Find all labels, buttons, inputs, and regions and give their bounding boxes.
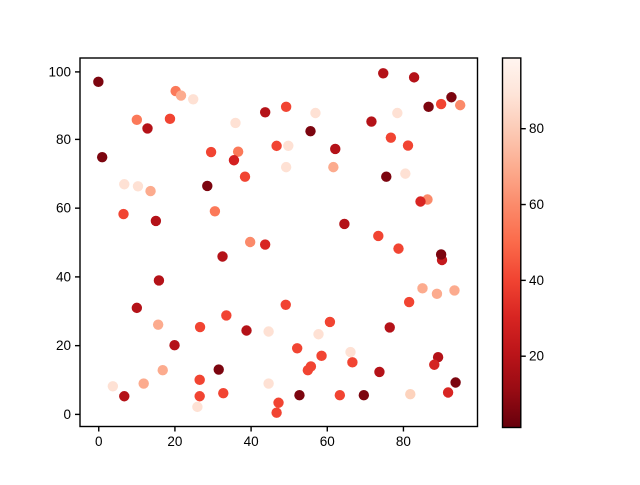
svg-text:20: 20 [56, 338, 71, 353]
svg-text:0: 0 [63, 407, 71, 422]
svg-text:80: 80 [56, 132, 71, 147]
svg-text:60: 60 [529, 197, 544, 212]
svg-text:60: 60 [56, 201, 71, 216]
svg-text:20: 20 [529, 349, 544, 364]
svg-text:40: 40 [529, 273, 544, 288]
svg-text:60: 60 [320, 434, 335, 449]
svg-text:80: 80 [396, 434, 411, 449]
svg-text:40: 40 [244, 434, 259, 449]
svg-text:20: 20 [167, 434, 182, 449]
svg-text:80: 80 [529, 121, 544, 136]
svg-text:40: 40 [56, 269, 71, 284]
svg-text:0: 0 [95, 434, 103, 449]
svg-text:100: 100 [48, 64, 71, 79]
